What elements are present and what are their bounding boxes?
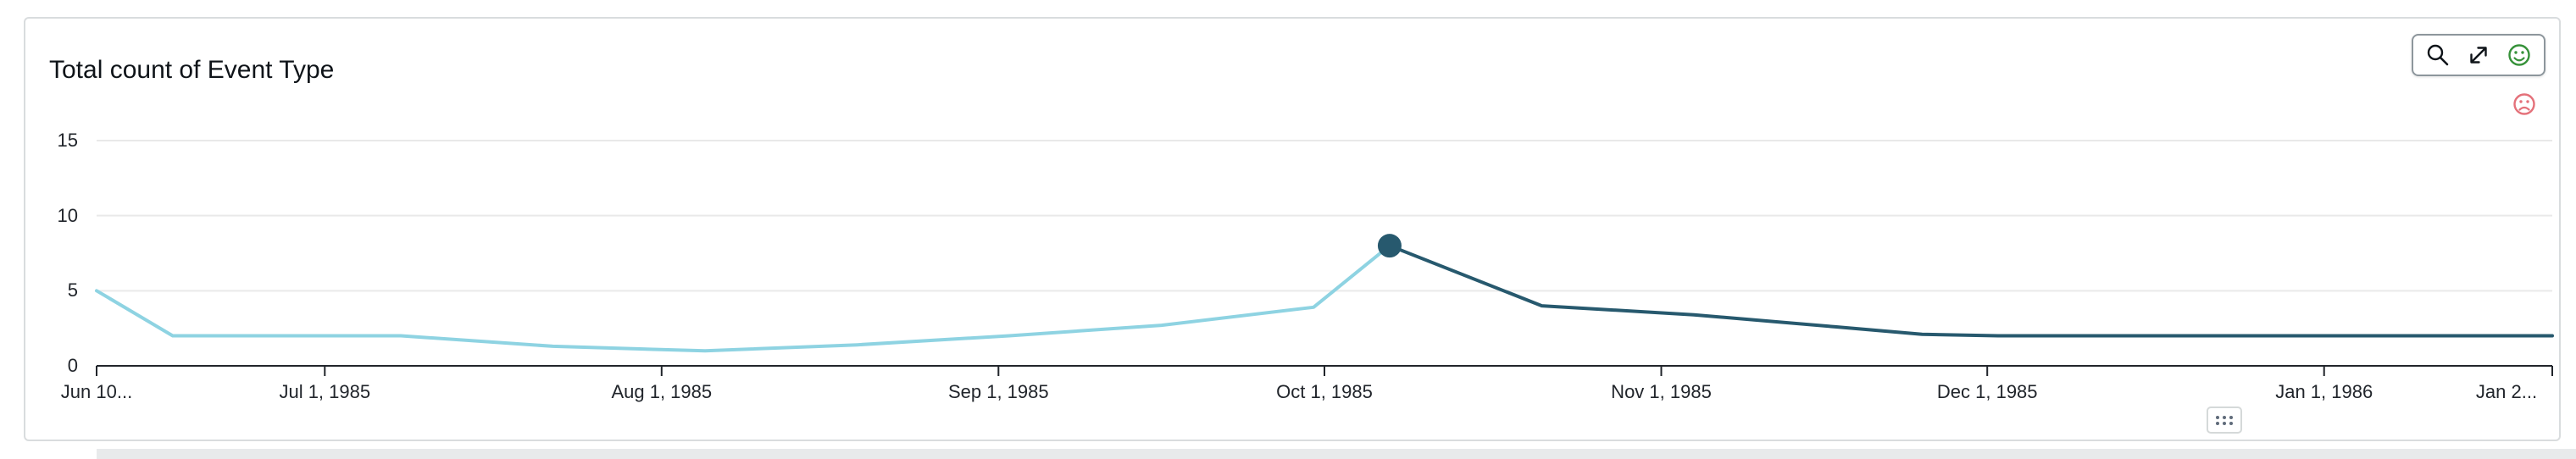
y-axis-label: 10 [57, 204, 78, 226]
happy-face-icon[interactable] [2505, 41, 2534, 69]
y-axis-label: 5 [67, 279, 78, 301]
adjacent-element-edge [97, 449, 2576, 459]
sad-face-icon[interactable] [2510, 90, 2539, 119]
highlight-point[interactable] [1377, 234, 1402, 258]
x-axis-label: Oct 1, 1985 [1276, 381, 1373, 402]
series-light-blue-segment[interactable] [95, 244, 1391, 353]
x-axis-label: Aug 1, 1985 [611, 381, 713, 402]
x-axis-label: Jan 2... [2475, 381, 2538, 402]
resize-handle[interactable] [2207, 406, 2242, 434]
y-axis-label: 15 [57, 130, 78, 151]
x-axis-labels: Jun 10... Jul 1, 1985 Aug 1, 1985 Sep 1, 19… [0, 381, 2576, 406]
visual-toolbar [2412, 34, 2545, 76]
x-axis-label: Jun 10... [60, 381, 133, 402]
search-icon[interactable] [2423, 41, 2452, 69]
x-axis-label: Jul 1, 1985 [279, 381, 371, 402]
visual-title: Total count of Event Type [49, 56, 335, 84]
series-dark-blue-segment[interactable] [1387, 244, 2554, 338]
y-axis-labels: 0 5 10 15 [0, 0, 85, 390]
maximize-icon[interactable] [2464, 41, 2493, 69]
x-axis-label: Sep 1, 1985 [947, 381, 1049, 402]
x-axis-label: Nov 1, 1985 [1611, 381, 1712, 402]
y-axis-label: 0 [67, 355, 78, 376]
x-axis-label: Jan 1, 1986 [2275, 381, 2373, 402]
drag-dots-icon [2216, 416, 2233, 425]
visual-card [24, 17, 2561, 441]
x-axis-label: Dec 1, 1985 [1936, 381, 2038, 402]
